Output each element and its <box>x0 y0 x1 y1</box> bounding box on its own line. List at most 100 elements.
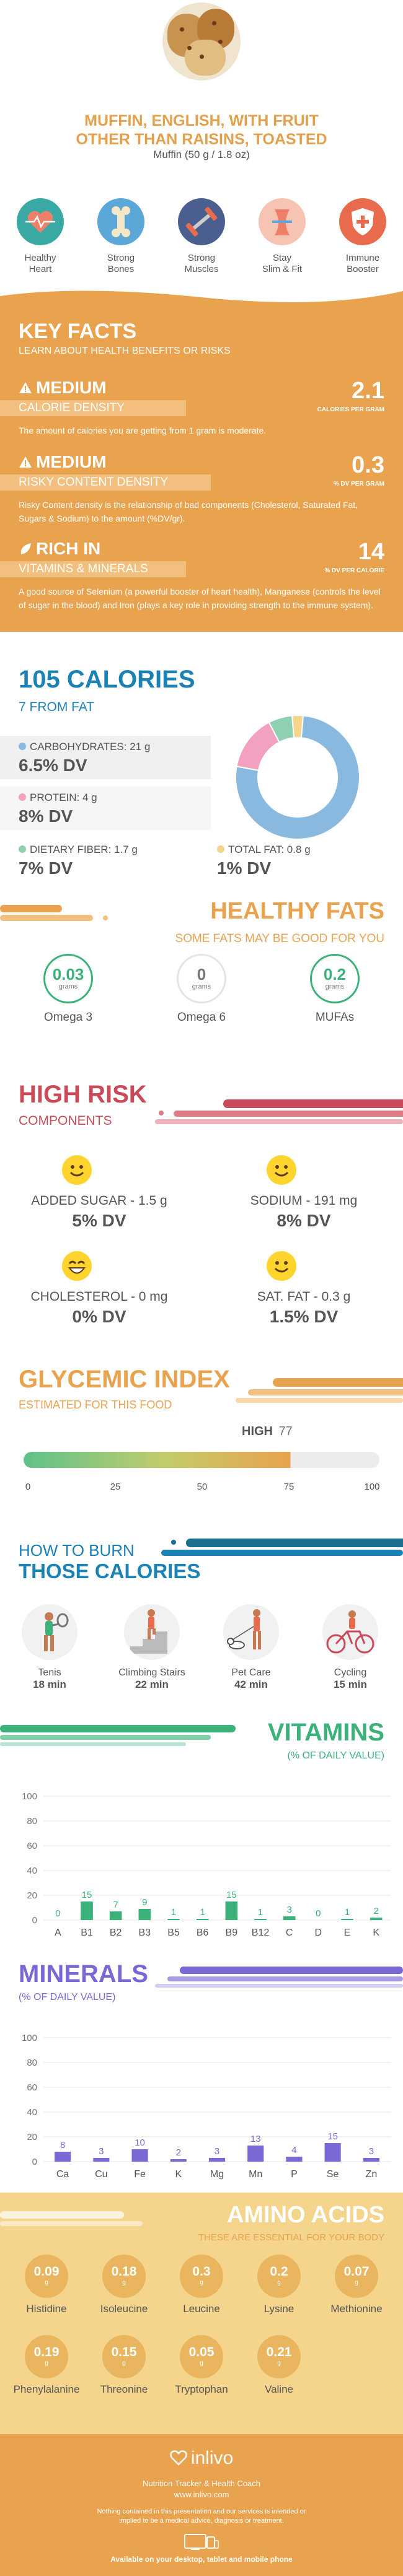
heart-logo-icon <box>169 2450 187 2466</box>
y-tick-label: 100 <box>22 1791 37 1802</box>
data-label: 1 <box>171 1907 176 1918</box>
data-label: 1 <box>258 1907 263 1918</box>
data-label: 9 <box>142 1897 147 1908</box>
y-tick-label: 20 <box>27 2132 37 2142</box>
decorative-stripes <box>155 1099 403 1124</box>
glycemic-tick: 25 <box>110 1482 121 1492</box>
vitamins-subtitle: (% OF DAILY VALUE) <box>287 1750 384 1761</box>
x-tick-label: E <box>344 1928 351 1938</box>
burn-title: HOW TO BURN <box>19 1541 135 1560</box>
footer-url[interactable]: www.inlivo.com <box>174 2490 229 2499</box>
bar <box>247 2146 264 2162</box>
risk-cholesterol: CHOLESTEROL - 0 mg 0% DV <box>12 1251 186 1327</box>
amino-phenylalanine: 0.19 g Phenylalanine <box>9 2335 84 2396</box>
benefit-strong-bones: Strong Bones <box>87 198 155 275</box>
glycemic-subtitle: ESTIMATED FOR THIS FOOD <box>19 1399 172 1411</box>
cycling-icon <box>322 1604 378 1660</box>
data-label: 3 <box>286 1905 291 1915</box>
macro-total-fat: TOTAL FAT: 0.8 g 1% DV <box>217 844 311 878</box>
bar <box>286 2157 303 2162</box>
bar <box>81 1901 93 1920</box>
bar <box>341 1919 353 1920</box>
macro-carbohydrates: CARBOHYDRATES: 21 g 6.5% DV <box>19 741 151 775</box>
decorative-stripes <box>236 1378 403 1403</box>
minerals-chart: 0 20 40 60 80 100 8 Ca 3 Cu 10 Fe 2 K 3 Mg 13 Mn 4 P 15 Se 3 Zn <box>22 2033 391 2180</box>
glycemic-value-label: HIGH 77 <box>242 1425 293 1438</box>
risk-saturated-fat: SAT. FAT - 0.3 g 1.5% DV <box>217 1251 391 1327</box>
amino-acids-subtitle: THESE ARE ESSENTIAL FOR YOUR BODY <box>198 2232 384 2243</box>
footer-tagline: Nutrition Tracker & Health Coach <box>142 2479 261 2488</box>
high-risk-title: HIGH RISK <box>19 1081 147 1108</box>
calories-subtitle: 7 FROM FAT <box>19 700 95 714</box>
data-label: 7 <box>113 1900 118 1910</box>
brand-logo[interactable]: inlivo <box>0 2448 403 2469</box>
x-tick-label: Se <box>327 2169 339 2180</box>
fat-mufas: 0.2 grams MUFAs <box>282 954 388 1024</box>
y-tick-label: 40 <box>27 1866 37 1876</box>
y-tick-label: 80 <box>27 1816 37 1827</box>
risk-added-sugar: ADDED SUGAR - 1.5 g 5% DV <box>12 1155 186 1231</box>
healthy-fats-title: HEALTHY FATS <box>210 898 384 924</box>
y-tick-label: 0 <box>32 2157 37 2167</box>
bar <box>109 1911 122 1920</box>
benefit-slim-fit: Stay Slim & Fit <box>248 198 316 275</box>
data-label: 3 <box>99 2146 104 2157</box>
healthy-fats-subtitle: SOME FATS MAY BE GOOD FOR YOU <box>175 932 384 945</box>
x-tick-label: Cu <box>95 2169 107 2180</box>
x-tick-label: B1 <box>81 1928 93 1938</box>
activity-climbing-stairs: Climbing Stairs 22 min <box>105 1604 198 1691</box>
footer: inlivo Nutrition Tracker & Health Coach … <box>0 2434 403 2576</box>
smiley-icon <box>62 1155 92 1185</box>
bar <box>93 2158 110 2162</box>
amino-tryptophan: 0.05 g Tryptophan <box>164 2335 239 2396</box>
y-tick-label: 100 <box>22 2033 37 2043</box>
fat-omega-6: 0 grams Omega 6 <box>149 954 254 1024</box>
tennis-icon <box>22 1604 78 1660</box>
data-label: 3 <box>369 2146 374 2157</box>
stairs-icon <box>124 1604 180 1660</box>
activity-cycling: Cycling 15 min <box>304 1604 397 1691</box>
x-tick-label: Fe <box>134 2169 146 2180</box>
bar <box>170 2159 187 2162</box>
macro-protein: PROTEIN: 4 g 8% DV <box>19 792 97 826</box>
x-tick-label: B12 <box>252 1928 270 1938</box>
data-label: 13 <box>250 2134 261 2144</box>
key-facts-title: KEY FACTS <box>19 320 137 343</box>
bar <box>208 2158 226 2162</box>
x-tick-label: P <box>291 2169 298 2180</box>
macro-dietary-fiber: DIETARY FIBER: 1.7 g 7% DV <box>19 844 138 878</box>
health-benefits: Healthy Heart Strong Bones Strong Muscles S… <box>0 180 403 291</box>
macro-pie-chart <box>235 715 360 840</box>
decorative-stripes <box>155 1967 403 1988</box>
activity-pet-care: Pet Care 42 min <box>205 1604 298 1691</box>
serving-size: Muffin (50 g / 1.8 oz) <box>153 149 250 160</box>
decorative-stripes <box>0 905 108 921</box>
product-image <box>162 2 241 81</box>
heart-monitor-icon <box>17 198 64 245</box>
devices-icon <box>184 2534 219 2550</box>
calories-title: 105 CALORIES <box>19 666 195 693</box>
glycemic-tick: 0 <box>25 1482 31 1492</box>
activity-tennis: Tenis 18 min <box>3 1604 96 1691</box>
shield-icon <box>339 198 386 245</box>
data-label: 2 <box>373 1906 378 1916</box>
bar <box>196 1919 209 1920</box>
leaf-icon <box>20 543 31 554</box>
bar <box>131 2149 148 2162</box>
x-tick-label: B9 <box>226 1928 238 1938</box>
bar <box>254 1919 267 1920</box>
glycemic-tick: 50 <box>197 1482 208 1492</box>
data-label: 1 <box>200 1907 205 1918</box>
smiley-icon <box>267 1251 296 1281</box>
vitamins-chart: 0204060801000A15B17B29B31B51B615B91B123C… <box>22 1791 391 1938</box>
data-label: 0 <box>316 1908 321 1919</box>
slim-body-icon <box>259 198 306 245</box>
benefit-strong-muscles: Strong Muscles <box>167 198 236 275</box>
glycemic-tick: 75 <box>283 1482 294 1492</box>
bar <box>138 1909 151 1920</box>
decorative-stripes <box>0 2211 143 2226</box>
x-tick-label: D <box>315 1928 322 1938</box>
benefit-immune-booster: Immune Booster <box>329 198 397 275</box>
bar <box>324 2143 341 2162</box>
vitamins-title: VITAMINS <box>267 1719 384 1746</box>
